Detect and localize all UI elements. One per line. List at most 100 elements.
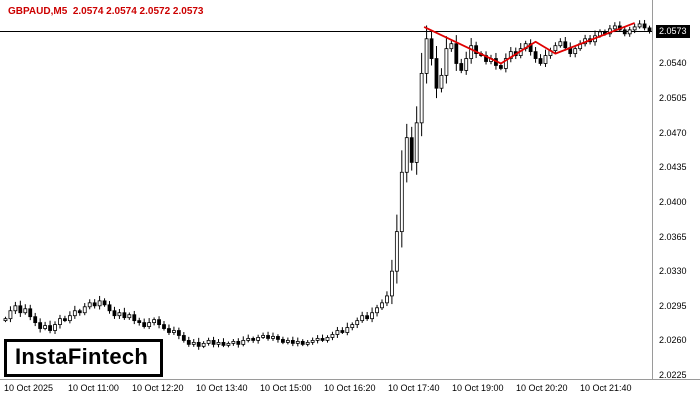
- candle-body: [38, 322, 43, 329]
- candle-body: [409, 137, 414, 163]
- y-axis-label: 2.0470: [659, 127, 687, 138]
- candle-body: [449, 43, 454, 50]
- candle-body: [58, 318, 62, 325]
- candle-body: [320, 338, 325, 341]
- candle-body: [647, 27, 652, 32]
- candle-body: [167, 328, 171, 333]
- candle-body: [622, 29, 627, 35]
- candle-body: [176, 330, 181, 336]
- candle-body: [305, 341, 310, 345]
- candle-body: [543, 55, 548, 64]
- x-axis-label: 10 Oct 20:20: [516, 383, 568, 393]
- candle-body: [172, 330, 176, 333]
- candle-body: [375, 307, 379, 314]
- candle-body: [191, 341, 196, 345]
- candle-body: [419, 72, 424, 124]
- candle-body: [429, 38, 434, 59]
- candle-body: [216, 341, 221, 345]
- candle-body: [82, 306, 87, 314]
- candle-body: [13, 305, 18, 312]
- candle-body: [454, 43, 459, 64]
- current-price-badge: 2.0573: [656, 24, 690, 38]
- candle-body: [380, 302, 384, 309]
- candle-body: [553, 45, 558, 52]
- x-axis-label: 10 Oct 19:00: [452, 383, 504, 393]
- candle-body: [315, 338, 320, 341]
- candle-body: [77, 310, 82, 314]
- candle-body: [276, 336, 280, 340]
- price-axis[interactable]: 2.0573 2.0540 2.0505 2.0470 2.0435 2.0400 2.0…: [654, 0, 700, 380]
- candle-body: [300, 341, 305, 345]
- candle-body: [256, 337, 261, 341]
- x-axis-label: 10 Oct 15:00: [260, 383, 312, 393]
- candle-body: [186, 340, 191, 345]
- x-axis-label: 10 Oct 2025: [4, 383, 54, 393]
- candle-body: [266, 335, 270, 339]
- candle-body: [127, 314, 132, 319]
- candle-body: [404, 137, 409, 173]
- y-axis-label: 2.0365: [659, 231, 687, 242]
- y-axis-label: 2.0295: [659, 300, 687, 311]
- y-axis-label: 2.0540: [659, 58, 687, 69]
- candle-body: [340, 330, 345, 333]
- broker-logo: InstaFintech: [4, 339, 164, 377]
- candle-body: [63, 318, 67, 322]
- candle-body: [627, 29, 632, 35]
- candle-body: [122, 312, 127, 319]
- candle-body: [414, 122, 419, 163]
- candle-body: [112, 310, 117, 317]
- candle-body: [226, 342, 231, 346]
- candle-body: [23, 308, 28, 314]
- candle-body: [612, 25, 617, 30]
- candle-body: [345, 327, 350, 333]
- x-axis-label: 10 Oct 13:40: [196, 383, 248, 393]
- candle-body: [137, 320, 142, 324]
- candle-body: [97, 300, 102, 307]
- candle-body: [246, 338, 251, 341]
- candle-body: [285, 340, 290, 343]
- candle-body: [474, 45, 479, 55]
- candle-body: [181, 335, 186, 341]
- y-axis-label: 2.0330: [659, 266, 687, 277]
- x-axis-label: 10 Oct 17:40: [388, 383, 440, 393]
- trendline-annotation[interactable]: [423, 22, 635, 65]
- y-axis-label: 2.0225: [659, 370, 687, 381]
- candle-body: [261, 335, 265, 338]
- candle-body: [67, 315, 72, 322]
- candle-body: [206, 340, 211, 344]
- candle-body: [281, 339, 285, 343]
- candle-body: [53, 324, 57, 331]
- candle-body: [563, 41, 568, 49]
- candle-body: [385, 295, 389, 304]
- candle-body: [444, 48, 449, 76]
- candle-body: [573, 48, 578, 55]
- time-axis[interactable]: 10 Oct 2025 10 Oct 11:00 10 Oct 12:20 10 Oc…: [0, 379, 700, 400]
- candle-body: [642, 23, 647, 29]
- candle-body: [360, 315, 365, 322]
- candle-body: [162, 324, 166, 329]
- candle-body: [469, 45, 474, 59]
- candle-body: [8, 310, 13, 320]
- candle-body: [211, 340, 216, 345]
- y-axis-label: 2.0505: [659, 93, 687, 104]
- candle-body: [43, 325, 48, 329]
- candle-body: [424, 38, 429, 74]
- candle-body: [33, 316, 38, 324]
- y-axis-label: 2.0260: [659, 335, 687, 346]
- candle-body: [157, 319, 161, 325]
- candle-body: [147, 322, 152, 327]
- x-axis-label: 10 Oct 16:20: [324, 383, 376, 393]
- candle-body: [142, 322, 147, 327]
- candle-body: [365, 315, 370, 320]
- candle-body: [201, 342, 206, 347]
- candle-body: [637, 23, 642, 28]
- candle-body: [18, 305, 23, 314]
- candle-body: [558, 41, 563, 47]
- symbol-quote-title: GBPAUD,M5 2.0574 2.0574 2.0572 2.0573: [8, 6, 204, 17]
- candle-body: [464, 58, 469, 71]
- candle-body: [632, 26, 637, 31]
- candle-body: [3, 318, 8, 322]
- candle-body: [87, 302, 92, 308]
